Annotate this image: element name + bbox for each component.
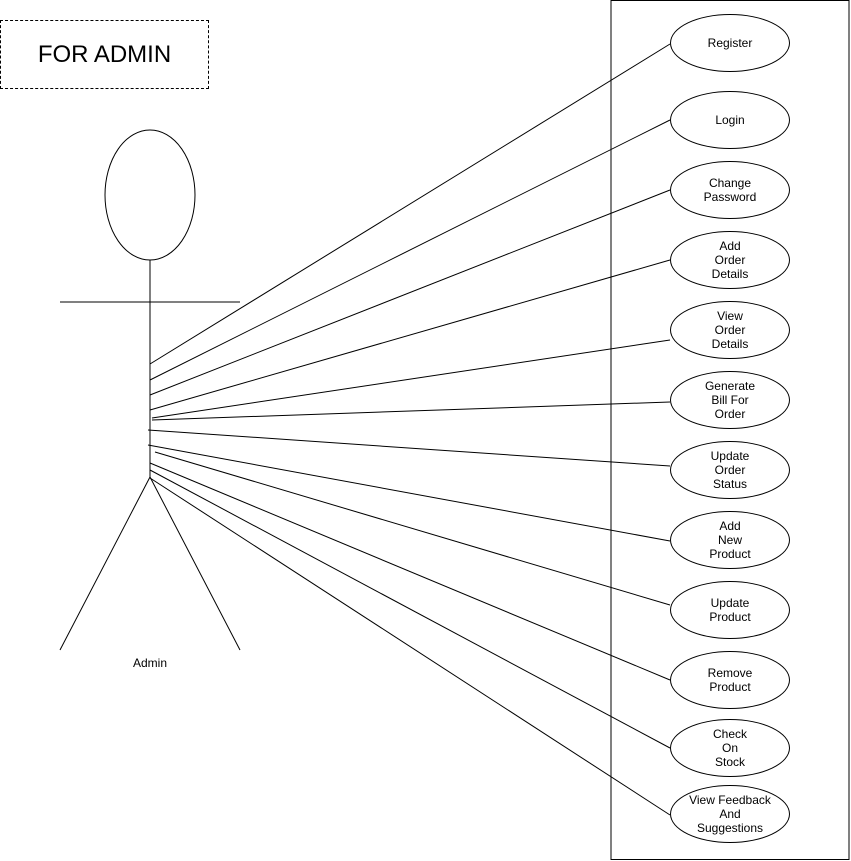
use-case-generate-bill[interactable]: Generate Bill For Order xyxy=(670,371,790,429)
actor-label: Admin xyxy=(132,656,167,670)
use-case-add-new-product[interactable]: Add New Product xyxy=(670,511,790,569)
use-case-login[interactable]: Login xyxy=(670,91,790,149)
use-case-remove-product[interactable]: Remove Product xyxy=(670,651,790,709)
system-boundary xyxy=(610,0,850,860)
association-line-register xyxy=(149,43,671,365)
use-case-check-on-stock[interactable]: Check On Stock xyxy=(670,719,790,777)
actor-left-leg xyxy=(59,476,151,651)
association-line-remove-product xyxy=(149,462,671,681)
actor-head xyxy=(104,129,196,261)
association-line-login xyxy=(149,119,671,381)
diagram-title: FOR ADMIN xyxy=(0,20,209,89)
use-case-view-feedback[interactable]: View Feedback And Suggestions xyxy=(670,785,790,843)
use-case-view-order-details[interactable]: View Order Details xyxy=(670,301,790,359)
actor-right-leg xyxy=(149,476,241,651)
association-lines xyxy=(147,43,671,816)
use-case-update-product[interactable]: Update Product xyxy=(670,581,790,639)
association-line-check-on-stock xyxy=(149,469,671,749)
association-line-change-password xyxy=(149,189,671,396)
association-line-view-feedback xyxy=(149,477,671,816)
use-case-change-password[interactable]: Change Password xyxy=(670,161,790,219)
use-case-add-order-details[interactable]: Add Order Details xyxy=(670,231,790,289)
association-line-generate-bill xyxy=(151,401,671,421)
actor-figure xyxy=(59,129,241,651)
association-line-view-order-details xyxy=(151,339,671,419)
association-line-update-order-status xyxy=(147,429,671,467)
association-line-add-order-details xyxy=(149,259,671,411)
use-case-register[interactable]: Register xyxy=(670,14,790,72)
use-case-update-order-status[interactable]: Update Order Status xyxy=(670,441,790,499)
association-line-update-product xyxy=(154,451,671,606)
association-line-add-new-product xyxy=(147,444,671,542)
